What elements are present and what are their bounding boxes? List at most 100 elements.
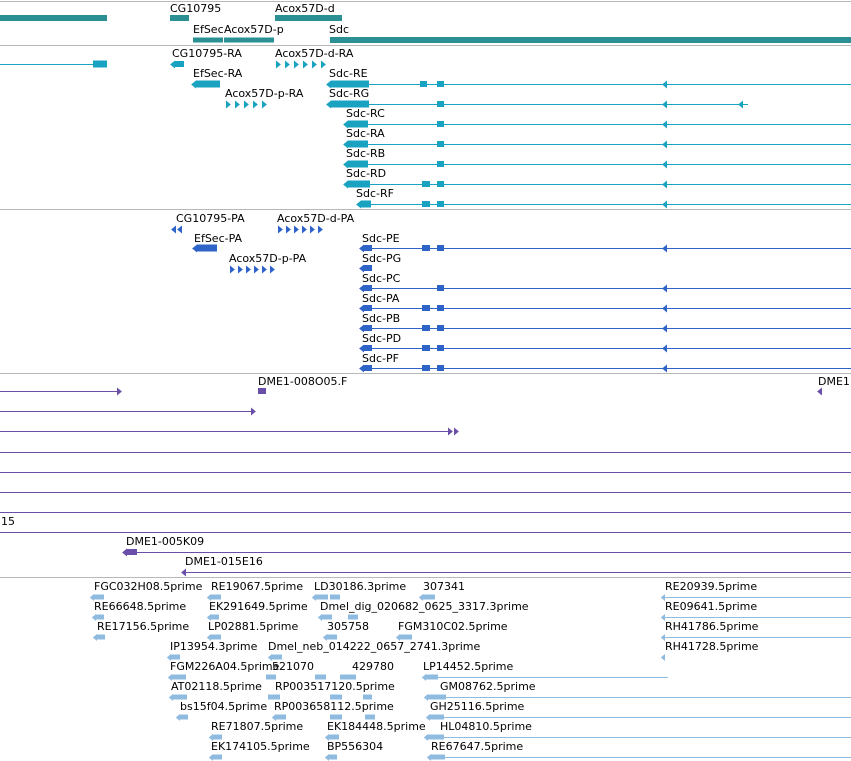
feature-label-dmel-dig-020682-0625-3317-3prime[interactable]: Dmel_dig_020682_0625_3317.3prime — [320, 600, 529, 613]
feature-label-acox57d-d-pa[interactable]: Acox57D-d-PA — [277, 212, 355, 225]
est-block[interactable] — [363, 694, 372, 700]
exon-block[interactable] — [364, 325, 372, 331]
exon-block[interactable] — [364, 305, 372, 311]
est-block[interactable] — [340, 674, 356, 680]
feature-label-dme1[interactable]: DME1 — [818, 375, 850, 388]
feature-label-re66648-5prime[interactable]: RE66648.5prime — [94, 600, 186, 613]
feature-label-re20939-5prime[interactable]: RE20939.5prime — [665, 580, 757, 593]
est-block[interactable] — [329, 754, 337, 760]
exon-block[interactable] — [437, 141, 444, 147]
exon-block[interactable] — [437, 325, 444, 331]
feature-label-hl04810-5prime[interactable]: HL04810.5prime — [440, 720, 532, 733]
feature-label-sdc-pf[interactable]: Sdc-PF — [362, 352, 399, 365]
exon-block[interactable] — [331, 100, 369, 108]
feature-label-sdc-rg[interactable]: Sdc-RG — [329, 87, 369, 100]
feature-label-sdc[interactable]: Sdc — [329, 23, 349, 36]
exon-block[interactable] — [93, 60, 107, 68]
est-block[interactable] — [327, 634, 337, 640]
est-block[interactable] — [213, 734, 222, 740]
feature-label-fgc032h08-5prime[interactable]: FGC032H08.5prime — [94, 580, 203, 593]
est-block[interactable] — [171, 654, 180, 660]
est-block[interactable] — [268, 694, 280, 700]
exon-block[interactable] — [348, 160, 368, 168]
exon-block[interactable] — [437, 345, 444, 351]
exon-block[interactable] — [422, 325, 430, 331]
feature-label-lp14452-5prime[interactable]: LP14452.5prime — [423, 660, 514, 673]
feature-label-acox57d-d[interactable]: Acox57D-d — [275, 2, 335, 15]
feature-label-dme1-005k09[interactable]: DME1-005K09 — [126, 535, 204, 548]
est-block[interactable] — [211, 614, 219, 620]
feature-label-cg10795[interactable]: CG10795 — [170, 2, 221, 15]
exon-block[interactable] — [437, 121, 444, 127]
est-block[interactable] — [96, 614, 104, 620]
exon-block[interactable] — [420, 81, 427, 87]
feature-label-rp003658112-5prime[interactable]: RP003658112.5prime — [274, 700, 394, 713]
feature-label-429780[interactable]: 429780 — [352, 660, 394, 673]
est-block[interactable] — [400, 634, 412, 640]
exon-block[interactable] — [197, 244, 217, 252]
exon-block[interactable] — [437, 81, 444, 87]
exon-block[interactable] — [364, 245, 372, 251]
gene-block[interactable] — [170, 15, 189, 21]
est-block[interactable] — [365, 714, 375, 720]
est-block[interactable] — [330, 714, 342, 720]
feature-label-ip13954-3prime[interactable]: IP13954.3prime — [170, 640, 258, 653]
feature-label-521070[interactable]: 521070 — [272, 660, 314, 673]
est-block[interactable] — [315, 674, 326, 680]
feature-label-rh41728-5prime[interactable]: RH41728.5prime — [665, 640, 759, 653]
feature-label-305758[interactable]: 305758 — [327, 620, 369, 633]
feature-label-sdc-pa[interactable]: Sdc-PA — [362, 292, 400, 305]
feature-label-307341[interactable]: 307341 — [423, 580, 465, 593]
feature-label-at02118-5prime[interactable]: AT02118.5prime — [171, 680, 262, 693]
feature-label-ld30186-3prime[interactable]: LD30186.3prime — [314, 580, 406, 593]
exon-block[interactable] — [437, 245, 444, 251]
feature-label-bp556304[interactable]: BP556304 — [327, 740, 383, 753]
est-block[interactable] — [272, 654, 282, 660]
exon-block[interactable] — [437, 305, 444, 311]
exon-block[interactable] — [127, 549, 137, 555]
feature-label-sdc-pd[interactable]: Sdc-PD — [362, 332, 401, 345]
feature-label-bs15f04-5prime[interactable]: bs15f04.5prime — [180, 700, 267, 713]
exon-block[interactable] — [331, 80, 369, 88]
feature-label-efsec[interactable]: EfSec — [193, 23, 224, 36]
feature-label-dme1-015e16[interactable]: DME1-015E16 — [185, 555, 263, 568]
feature-label-sdc-rf[interactable]: Sdc-RF — [356, 187, 394, 200]
exon-block[interactable] — [364, 365, 372, 371]
gene-block[interactable] — [193, 37, 223, 43]
feature-label-dme1-008o05-f[interactable]: DME1-008O05.F — [258, 375, 347, 388]
est-block[interactable] — [330, 694, 342, 700]
feature-label-re17156-5prime[interactable]: RE17156.5prime — [97, 620, 189, 633]
feature-label-lp02881-5prime[interactable]: LP02881.5prime — [208, 620, 299, 633]
feature-label-acox57d-d-ra[interactable]: Acox57D-d-RA — [275, 47, 354, 60]
gene-block[interactable] — [275, 15, 342, 21]
exon-block[interactable] — [422, 201, 430, 207]
feature-label-gh25116-5prime[interactable]: GH25116.5prime — [430, 700, 525, 713]
exon-block[interactable] — [348, 120, 368, 128]
exon-block[interactable] — [348, 180, 370, 188]
feature-label-rp003517120-5prime[interactable]: RP003517120.5prime — [275, 680, 395, 693]
exon-block[interactable] — [364, 345, 372, 351]
exon-block[interactable] — [437, 181, 444, 187]
feature-label-efsec-ra[interactable]: EfSec-RA — [193, 67, 243, 80]
est-block[interactable] — [211, 594, 221, 600]
feature-label-sdc-re[interactable]: Sdc-RE — [329, 67, 368, 80]
exon-block[interactable] — [361, 200, 371, 208]
est-block[interactable] — [266, 674, 276, 680]
feature-label-fgm310c02-5prime[interactable]: FGM310C02.5prime — [398, 620, 508, 633]
exon-block[interactable] — [437, 101, 444, 107]
feature-label-acox57d-p[interactable]: Acox57D-p — [224, 23, 284, 36]
gene-block[interactable] — [0, 15, 107, 21]
est-block[interactable] — [172, 674, 186, 680]
feature-label-sdc-pe[interactable]: Sdc-PE — [362, 232, 400, 245]
est-block[interactable] — [211, 634, 221, 640]
feature-label-sdc-pg[interactable]: Sdc-PG — [362, 252, 401, 265]
est-block[interactable] — [431, 754, 445, 760]
feature-label-sdc-rd[interactable]: Sdc-RD — [346, 167, 386, 180]
gene-block[interactable] — [224, 37, 274, 43]
feature-label-re19067-5prime[interactable]: RE19067.5prime — [211, 580, 303, 593]
feature-label-fgm226a04-5prime[interactable]: FGM226A04.5prime — [170, 660, 280, 673]
est-block[interactable] — [430, 714, 444, 720]
est-block[interactable] — [322, 614, 332, 620]
est-block[interactable] — [213, 754, 222, 760]
exon-block[interactable] — [437, 201, 444, 207]
